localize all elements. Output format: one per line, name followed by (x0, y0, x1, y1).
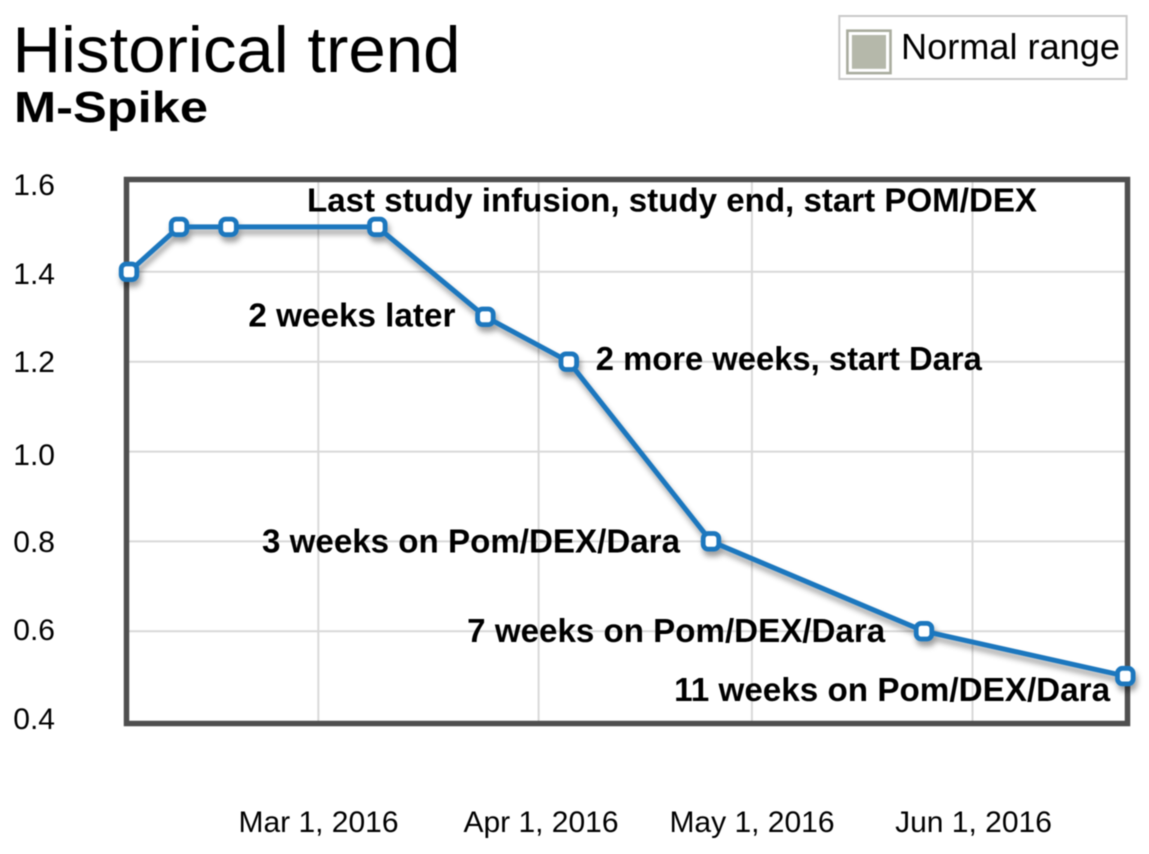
svg-text:0.6: 0.6 (13, 614, 55, 647)
svg-text:1.0: 1.0 (13, 439, 55, 472)
svg-text:Jun 1, 2016: Jun 1, 2016 (895, 806, 1052, 839)
svg-text:Mar 1, 2016: Mar 1, 2016 (238, 806, 398, 839)
svg-text:M-Spike: M-Spike (14, 83, 208, 132)
svg-text:0.8: 0.8 (13, 526, 55, 559)
svg-text:1.2: 1.2 (13, 346, 55, 379)
svg-text:May 1, 2016: May 1, 2016 (669, 806, 834, 839)
svg-text:7 weeks on Pom/DEX/Dara: 7 weeks on Pom/DEX/Dara (467, 612, 886, 649)
svg-text:Normal range: Normal range (901, 26, 1120, 67)
svg-text:Apr 1, 2016: Apr 1, 2016 (463, 806, 618, 839)
svg-text:Last study infusion, study end: Last study infusion, study end, start PO… (307, 182, 1037, 219)
svg-text:Historical trend: Historical trend (13, 13, 461, 86)
svg-text:0.4: 0.4 (13, 703, 55, 736)
svg-text:1.6: 1.6 (13, 169, 55, 202)
svg-text:3 weeks on Pom/DEX/Dara: 3 weeks on Pom/DEX/Dara (262, 523, 681, 560)
svg-text:1.4: 1.4 (13, 258, 55, 291)
svg-text:11 weeks on Pom/DEX/Dara: 11 weeks on Pom/DEX/Dara (674, 671, 1111, 708)
svg-text:2 weeks later: 2 weeks later (248, 297, 455, 334)
svg-text:2 more weeks, start Dara: 2 more weeks, start Dara (596, 340, 983, 377)
